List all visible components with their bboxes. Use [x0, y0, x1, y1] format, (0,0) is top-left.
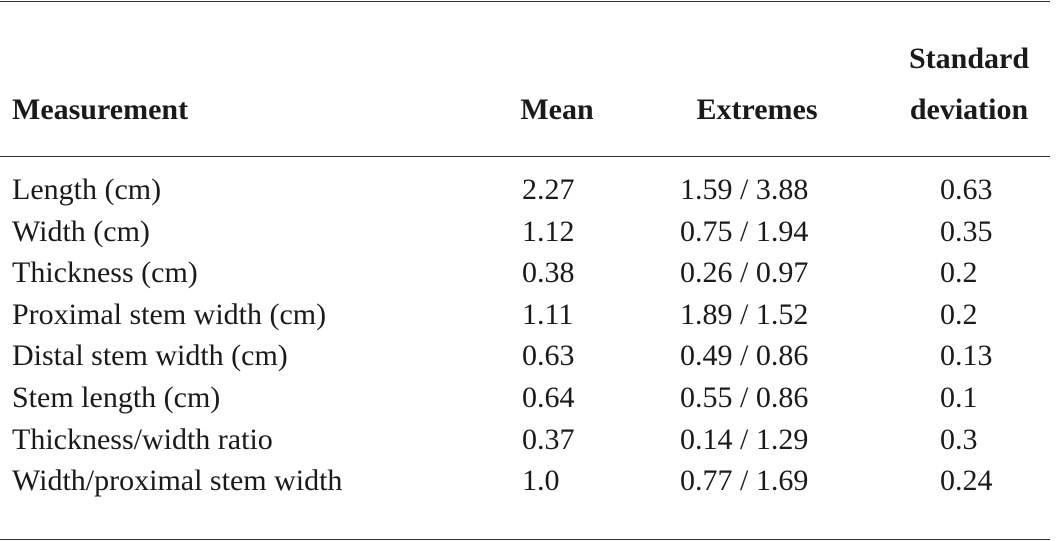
cell: 0.38 — [522, 256, 575, 290]
cell: 1.59 / 3.88 — [680, 173, 809, 206]
row-label: Thickness/width ratio — [12, 422, 273, 456]
cell: 1.11 — [522, 297, 574, 331]
bottom-rule — [0, 539, 1050, 540]
header-cell: Mean — [520, 93, 594, 126]
header-cell: Extremes — [696, 93, 818, 126]
row-label: Width/proximal stem width — [12, 464, 343, 498]
cell: 1.89 / 1.52 — [680, 297, 809, 331]
cell: 0.64 — [522, 381, 575, 414]
cell: 0.77 / 1.69 — [680, 464, 809, 498]
cell: 0.55 / 0.86 — [680, 381, 809, 414]
cell: 0.2 — [940, 297, 978, 331]
cell: 1.0 — [522, 464, 560, 498]
header-cell: Standard deviation — [908, 42, 1030, 126]
row-label: Stem length (cm) — [12, 381, 221, 414]
cell: 0.63 — [522, 339, 575, 373]
cell: 0.26 / 0.97 — [680, 256, 809, 290]
cell: 0.1 — [940, 381, 978, 414]
row-label: Length (cm) — [12, 173, 162, 206]
cell: 0.75 / 1.94 — [680, 214, 809, 248]
row-label: Distal stem width (cm) — [12, 339, 288, 373]
cell: 0.14 / 1.29 — [680, 422, 809, 456]
row-label: Thickness (cm) — [12, 256, 198, 290]
cell: 0.63 — [940, 173, 993, 206]
cell: 1.12 — [522, 214, 575, 248]
cell: 0.13 — [940, 339, 993, 373]
header-cell: Measurement — [12, 93, 189, 126]
cell: 0.24 — [940, 464, 993, 498]
cell: 0.49 / 0.86 — [680, 339, 809, 373]
header-rule — [0, 156, 1050, 157]
row-label: Proximal stem width (cm) — [12, 297, 327, 331]
cell: 2.27 — [522, 173, 575, 206]
row-label: Width (cm) — [12, 214, 150, 248]
cell: 0.37 — [522, 422, 575, 456]
cell: 0.2 — [940, 256, 978, 290]
cell: 0.35 — [940, 214, 993, 248]
cell: 0.3 — [940, 422, 978, 456]
top-rule — [0, 1, 1050, 2]
